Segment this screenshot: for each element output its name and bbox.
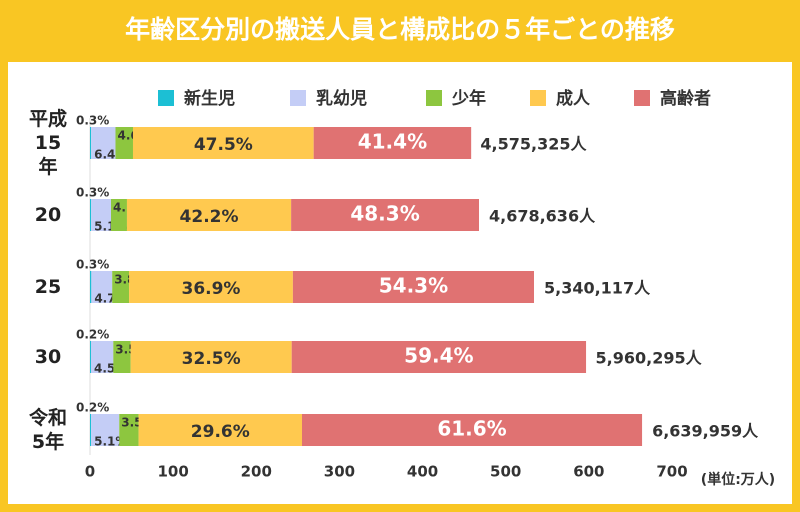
bar-segment (119, 414, 139, 446)
bar-segment (90, 127, 92, 159)
category-label: 20 (34, 204, 62, 226)
x-tick-label: 700 (656, 463, 687, 481)
bar-segment (90, 414, 92, 446)
value-label: 0.3% (76, 186, 109, 200)
value-label: 48.3% (350, 202, 419, 226)
bar-segment (112, 271, 130, 303)
total-label: 5,340,117人 (544, 279, 651, 298)
legend-label: 乳幼児 (316, 88, 367, 109)
x-tick-label: 0 (85, 463, 95, 481)
bar-segment (90, 341, 91, 373)
chart-title: 年齢区分別の搬送人員と構成比の５年ごとの推移 (125, 15, 675, 44)
legend-swatch (290, 90, 306, 106)
value-label: 0.2% (76, 328, 109, 342)
bar-segment (91, 127, 116, 159)
total-label: 6,639,959人 (652, 422, 759, 441)
bar-segment (90, 341, 114, 373)
x-tick-label: 100 (157, 463, 188, 481)
value-label: 47.5% (194, 135, 253, 155)
bar-segment (90, 199, 92, 231)
x-tick-label: 200 (241, 463, 272, 481)
x-tick-label: 600 (573, 463, 604, 481)
legend-label: 高齢者 (660, 88, 711, 109)
legend-swatch (158, 90, 174, 106)
bar-segment (91, 414, 120, 446)
legend-swatch (634, 90, 650, 106)
value-label: 29.6% (191, 422, 250, 442)
value-label: 5.1% (94, 435, 127, 449)
bar-segment (130, 341, 292, 373)
value-label: 59.4% (404, 344, 473, 368)
category-label: 30 (34, 346, 62, 368)
legend-label: 新生児 (184, 88, 235, 109)
bar-segment (111, 199, 127, 231)
bar-segment (291, 199, 479, 231)
bar-segment (291, 341, 587, 373)
value-label: 61.6% (437, 417, 506, 441)
total-label: 4,678,636人 (489, 207, 596, 226)
bar-segment (129, 271, 293, 303)
legend-swatch (426, 90, 442, 106)
x-tick-label: 500 (490, 463, 521, 481)
value-label: 42.2% (180, 207, 239, 227)
category-label: 平成15年 (28, 108, 67, 178)
value-label: 0.2% (76, 401, 109, 415)
value-label: 36.9% (181, 279, 240, 299)
bar-segment (292, 271, 534, 303)
x-tick-label: 300 (324, 463, 355, 481)
bar-segment (113, 341, 131, 373)
bar-segment (115, 127, 133, 159)
bar-segment (91, 199, 112, 231)
total-label: 5,960,295人 (596, 349, 703, 368)
bar-segment (301, 414, 643, 446)
unit-label: (単位:万人) (701, 471, 775, 488)
value-label: 32.5% (182, 349, 241, 369)
value-label: 0.3% (76, 258, 109, 272)
x-tick-label: 400 (407, 463, 438, 481)
bar-segment (90, 271, 92, 303)
bar-segment (91, 271, 113, 303)
value-label: 54.3% (379, 274, 448, 298)
value-label: 41.4% (358, 130, 427, 154)
legend-label: 成人 (556, 88, 591, 109)
bar-segment (138, 414, 302, 446)
total-label: 4,575,325人 (480, 135, 587, 154)
bar-segment (132, 127, 314, 159)
legend-label: 少年 (451, 88, 486, 109)
bar-segment (126, 199, 292, 231)
value-label: 0.3% (76, 114, 109, 128)
category-label: 25 (34, 276, 62, 298)
category-label: 令和5年 (28, 407, 67, 453)
legend-swatch (530, 90, 546, 106)
bar-segment (313, 127, 472, 159)
